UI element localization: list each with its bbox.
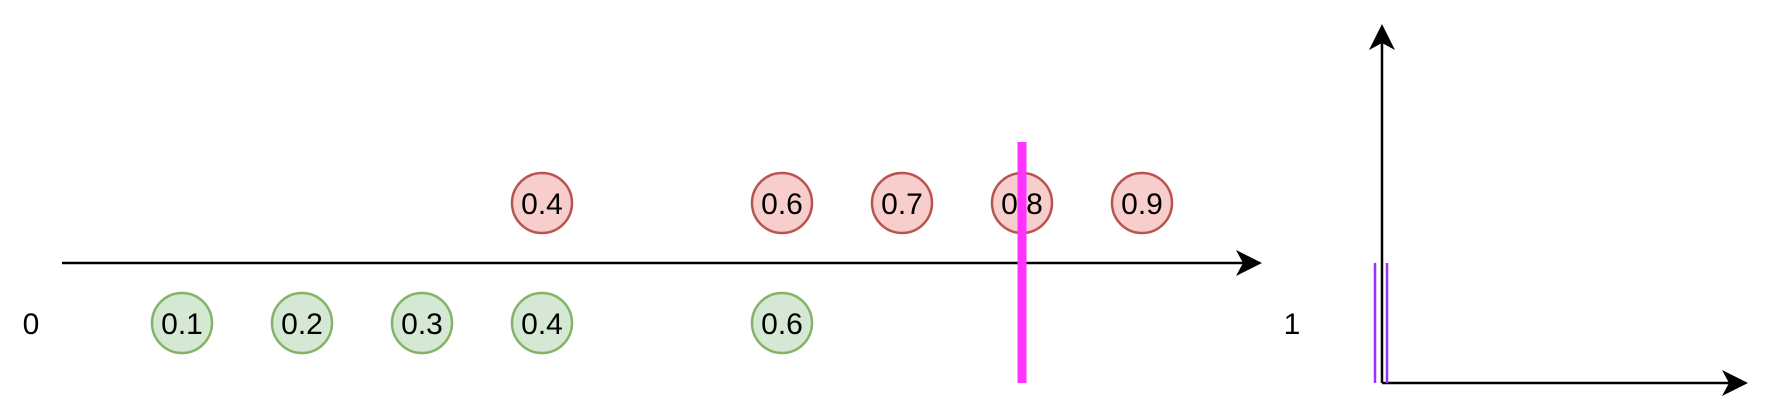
green-node-label: 0.1 [161,308,203,341]
green-node-circle [510,291,574,355]
right-plot-x-arrowhead [1722,370,1748,396]
red-node: 0.4 [510,171,574,235]
green-node-circle [750,291,814,355]
red-node-circle [510,171,574,235]
green-node-label: 0.4 [521,308,563,341]
green-node: 0.3 [390,291,454,355]
red-node: 0.6 [750,171,814,235]
red-node-label: 0.7 [881,188,923,221]
green-node-label: 0.3 [401,308,443,341]
green-node-label: 0.6 [761,308,803,341]
right-plot-y-arrowhead [1369,24,1395,50]
green-node: 0.1 [150,291,214,355]
green-node-circle [390,291,454,355]
axis-end-label: 1 [1284,308,1301,341]
right-plot [1369,24,1748,396]
number-line-arrowhead [1236,250,1262,276]
red-node-label: 0.9 [1121,188,1163,221]
green-node-label: 0.2 [281,308,323,341]
red-node: 0.7 [870,171,934,235]
red-node-circle [750,171,814,235]
green-node: 0.6 [750,291,814,355]
green-node: 0.2 [270,291,334,355]
green-node-circle [150,291,214,355]
green-node-group: 0.1 0.2 0.3 0.4 0.6 [150,291,814,355]
red-node-label: 0.6 [761,188,803,221]
red-node: 0.9 [1110,171,1174,235]
red-node-label: 0.4 [521,188,563,221]
green-node-circle [270,291,334,355]
red-node-circle [870,171,934,235]
red-node-group: 0.4 0.6 0.7 0.8 0.9 [510,171,1174,235]
red-node-circle [1110,171,1174,235]
green-node: 0.4 [510,291,574,355]
axis-start-label: 0 [23,308,40,341]
